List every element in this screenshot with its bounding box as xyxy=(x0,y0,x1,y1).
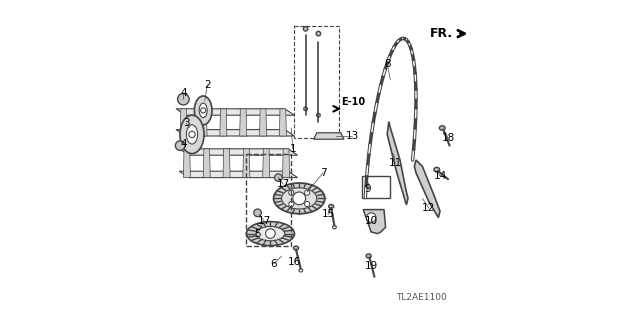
Text: 4: 4 xyxy=(180,139,187,149)
Text: FR.: FR. xyxy=(429,27,453,40)
Ellipse shape xyxy=(282,188,317,209)
Polygon shape xyxy=(179,171,298,178)
Text: E-10: E-10 xyxy=(340,97,365,107)
Ellipse shape xyxy=(246,221,294,246)
Text: 2: 2 xyxy=(204,80,211,90)
Ellipse shape xyxy=(440,126,445,130)
Ellipse shape xyxy=(333,226,337,229)
Circle shape xyxy=(305,190,310,195)
Polygon shape xyxy=(176,109,294,115)
Circle shape xyxy=(305,202,310,207)
Polygon shape xyxy=(415,160,440,218)
Text: 7: 7 xyxy=(320,168,326,178)
Polygon shape xyxy=(180,109,187,136)
Ellipse shape xyxy=(293,246,298,250)
Circle shape xyxy=(178,93,189,105)
Text: 19: 19 xyxy=(365,260,378,271)
Ellipse shape xyxy=(274,183,325,214)
Ellipse shape xyxy=(195,96,212,125)
Text: 8: 8 xyxy=(384,59,390,69)
Text: 17: 17 xyxy=(276,179,290,189)
Ellipse shape xyxy=(434,167,440,172)
Text: 13: 13 xyxy=(346,131,358,141)
Circle shape xyxy=(367,213,376,222)
Ellipse shape xyxy=(299,269,303,272)
Circle shape xyxy=(275,174,282,181)
Text: 4: 4 xyxy=(180,88,187,98)
Text: 1: 1 xyxy=(289,144,296,154)
Polygon shape xyxy=(280,109,287,136)
Text: 9: 9 xyxy=(365,184,371,194)
Ellipse shape xyxy=(303,27,308,31)
Polygon shape xyxy=(204,149,210,178)
Text: 12: 12 xyxy=(422,203,435,213)
Polygon shape xyxy=(240,109,247,136)
Polygon shape xyxy=(260,109,267,136)
Circle shape xyxy=(266,229,275,238)
Polygon shape xyxy=(184,149,191,178)
Ellipse shape xyxy=(366,254,371,258)
Text: 3: 3 xyxy=(183,118,189,128)
Ellipse shape xyxy=(180,115,204,154)
Text: 14: 14 xyxy=(433,171,447,181)
Circle shape xyxy=(201,108,206,113)
Text: 15: 15 xyxy=(321,209,335,220)
Polygon shape xyxy=(387,122,408,205)
Polygon shape xyxy=(263,149,270,178)
Polygon shape xyxy=(223,149,230,178)
Text: 6: 6 xyxy=(270,259,277,269)
Ellipse shape xyxy=(186,125,198,144)
Polygon shape xyxy=(200,109,207,136)
Polygon shape xyxy=(283,149,290,178)
Circle shape xyxy=(289,190,294,195)
Circle shape xyxy=(292,192,306,205)
Polygon shape xyxy=(243,149,250,178)
Circle shape xyxy=(254,209,262,217)
Text: 5: 5 xyxy=(254,228,261,239)
Text: 10: 10 xyxy=(365,216,378,226)
Polygon shape xyxy=(176,130,294,136)
Text: 11: 11 xyxy=(388,158,402,168)
Ellipse shape xyxy=(199,103,207,118)
Text: 17: 17 xyxy=(257,216,271,226)
Ellipse shape xyxy=(304,107,308,111)
Ellipse shape xyxy=(256,227,285,241)
Circle shape xyxy=(175,141,185,150)
Polygon shape xyxy=(314,133,344,139)
Ellipse shape xyxy=(329,204,334,208)
Ellipse shape xyxy=(316,31,321,36)
Polygon shape xyxy=(220,109,227,136)
Polygon shape xyxy=(364,210,385,234)
Polygon shape xyxy=(179,149,298,155)
Text: TL2AE1100: TL2AE1100 xyxy=(396,293,447,302)
Circle shape xyxy=(189,131,195,138)
Text: 18: 18 xyxy=(442,132,454,143)
Ellipse shape xyxy=(316,113,321,117)
Text: 16: 16 xyxy=(288,257,301,268)
Circle shape xyxy=(289,202,294,207)
